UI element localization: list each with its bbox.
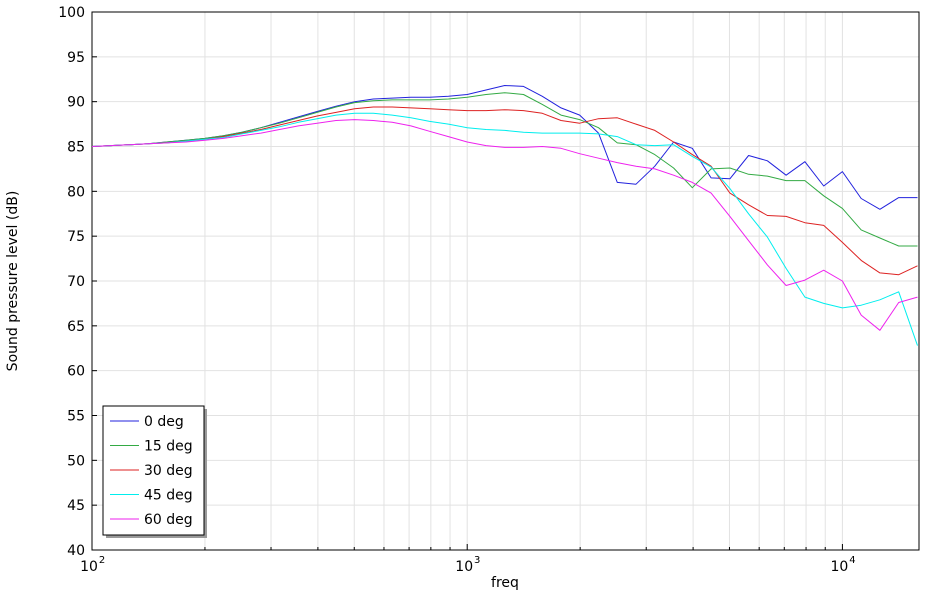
series-line-2 xyxy=(91,106,918,276)
x-tick-label: 10 3 xyxy=(455,555,480,575)
y-tick-label: 85 xyxy=(67,140,85,156)
y-tick-label: 40 xyxy=(67,543,85,559)
y-tick-label: 80 xyxy=(67,184,85,200)
y-tick-label: 100 xyxy=(58,5,85,21)
legend: 0 deg 15 deg 30 deg 45 deg 60 deg xyxy=(102,405,207,538)
x-tick-labels: 10 2 10 3 10 4 xyxy=(80,555,856,575)
series-lines xyxy=(91,85,918,346)
y-axis-title: Sound pressure level (dB) xyxy=(5,191,21,372)
x-tick-label-base: 10 xyxy=(455,559,473,575)
x-axis-title: freq xyxy=(491,575,519,591)
axis-ticks xyxy=(91,11,843,551)
x-tick-label-base: 10 xyxy=(80,559,98,575)
y-tick-label: 95 xyxy=(67,50,85,66)
y-tick-label: 55 xyxy=(67,409,85,425)
x-tick-label-exp: 2 xyxy=(99,555,105,566)
y-tick-labels: 40 45 50 55 60 65 70 75 80 85 90 95 100 xyxy=(58,5,85,559)
legend-label: 15 deg xyxy=(144,439,193,455)
y-tick-label: 60 xyxy=(67,364,85,380)
y-tick-label: 70 xyxy=(67,274,85,290)
y-tick-label: 90 xyxy=(67,95,85,111)
legend-label: 45 deg xyxy=(144,488,193,504)
series-line-4 xyxy=(91,119,918,331)
series-line-3 xyxy=(91,112,918,346)
x-tick-label-base: 10 xyxy=(830,559,848,575)
y-tick-label: 65 xyxy=(67,319,85,335)
series-line-1 xyxy=(91,92,918,247)
x-tick-label-exp: 4 xyxy=(849,555,855,566)
legend-label: 60 deg xyxy=(144,512,193,528)
y-tick-label: 45 xyxy=(67,498,85,514)
legend-label: 30 deg xyxy=(144,463,193,479)
legend-label: 0 deg xyxy=(144,414,184,430)
y-tick-label: 75 xyxy=(67,229,85,245)
x-tick-label: 10 2 xyxy=(80,555,105,575)
x-tick-label-exp: 3 xyxy=(474,555,480,566)
x-tick-label: 10 4 xyxy=(830,555,855,575)
y-tick-label: 50 xyxy=(67,453,85,469)
